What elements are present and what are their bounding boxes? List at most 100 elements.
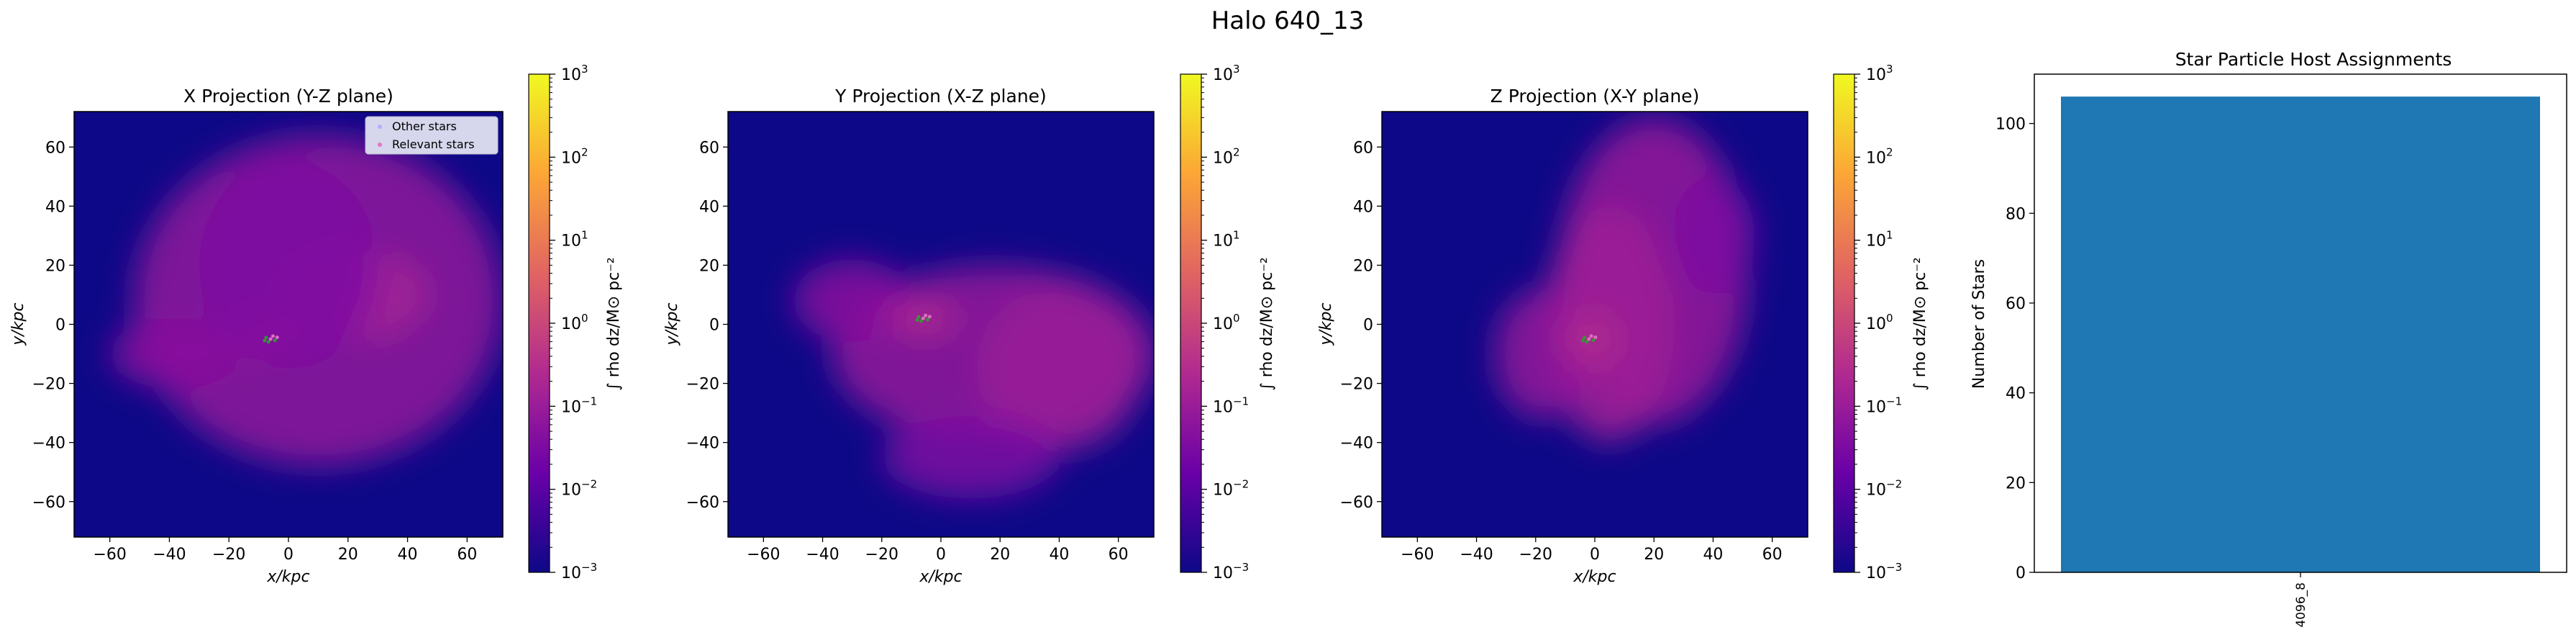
density-blob — [881, 415, 1060, 499]
x-tick-label: 0 — [283, 546, 293, 564]
x-tick-label: 20 — [1644, 546, 1664, 564]
colorbar-tick-label: 101 — [1213, 229, 1240, 251]
y-tick-label: −20 — [32, 376, 65, 394]
y-tick-label: 60 — [699, 139, 719, 157]
y-tick-label: −40 — [1340, 435, 1373, 453]
colorbar-tick-label: 10−2 — [1866, 478, 1902, 500]
x-tick-label: 40 — [1049, 546, 1069, 564]
colorbar-tick-label: 100 — [1213, 312, 1240, 333]
colorbar-ticks: 10−3 10−2 10−1 100 101 102 103 — [1201, 63, 1249, 582]
star-marker — [924, 313, 928, 317]
density-blob — [1494, 289, 1589, 419]
y-tick-label: 40 — [45, 198, 65, 216]
x-tick-label: −60 — [1401, 546, 1434, 564]
y-tick-label: 60 — [2006, 295, 2026, 313]
panel-y-projection: Y Projection (X-Z plane) −60 −40 −20 0 20 40 6… — [663, 86, 1155, 586]
legend-label-relevant: Relevant stars — [392, 138, 475, 151]
star-marker — [919, 319, 923, 323]
y-tick-label: −40 — [686, 435, 719, 453]
legend-label-other: Other stars — [392, 120, 457, 133]
y-tick-label: −60 — [32, 494, 65, 512]
x-tick-label: −60 — [747, 546, 780, 564]
star-marker — [915, 317, 919, 322]
star-markers — [263, 334, 279, 344]
x-axis-label: x/kpc — [1573, 568, 1616, 586]
panel-z-projection: Z Projection (X-Y plane) −60 −40 −20 0 20 40 6… — [1317, 86, 1808, 586]
star-marker — [1587, 337, 1591, 341]
y-axis-ticks: −60 −40 −20 0 20 40 60 — [686, 139, 728, 512]
colorbar-label: ∫ rho dz/M⊙ pc⁻² — [605, 257, 623, 390]
y-axis-ticks: −60 −40 −20 0 20 40 60 — [1340, 139, 1382, 512]
colorbar-tick-label: 103 — [1866, 63, 1893, 84]
colorbar-tick-label: 103 — [561, 63, 588, 84]
density-blobs — [1494, 117, 1754, 443]
colorbar-tick-label: 103 — [1213, 63, 1240, 84]
y-tick-label: 40 — [699, 198, 719, 216]
y-tick-label: 60 — [45, 139, 65, 157]
colorbar-gradient — [1180, 73, 1202, 573]
y-axis-label: y/kpc — [663, 302, 681, 346]
star-marker — [1585, 340, 1589, 344]
colorbar-tick-label: 10−1 — [1866, 395, 1902, 416]
x-tick-label: −40 — [153, 546, 186, 564]
legend-box — [365, 116, 499, 155]
density-blobs — [793, 259, 1154, 499]
star-marker — [266, 340, 270, 344]
star-marker — [270, 334, 275, 338]
y-tick-label: 60 — [1353, 139, 1373, 157]
colorbar-tick-label: 10−3 — [1866, 561, 1902, 582]
y-tick-label: −60 — [686, 494, 719, 512]
x-tick-label: −20 — [212, 546, 245, 564]
colorbar-tick-label: 100 — [561, 312, 588, 333]
y-tick-label: 0 — [1363, 317, 1373, 335]
x-axis-ticks: −60 −40 −20 0 20 40 60 — [93, 537, 477, 564]
density-blob — [976, 286, 1142, 451]
colorbar-gradient — [528, 73, 550, 573]
x-axis-label: x/kpc — [266, 568, 309, 586]
star-marker — [926, 317, 929, 322]
colorbar-tick-label: 102 — [1213, 145, 1240, 167]
x-tick-label: −40 — [806, 546, 839, 564]
star-marker — [275, 335, 279, 340]
legend-marker-relevant — [378, 143, 382, 147]
y-tick-label: 100 — [1995, 116, 2026, 134]
x-axis-ticks: 4096_8 — [2294, 572, 2308, 628]
y-axis-ticks: 0 20 40 60 80 100 — [1995, 116, 2034, 582]
colorbar-tick-label: 10−3 — [1213, 561, 1249, 582]
x-tick-label: 20 — [338, 546, 358, 564]
density-blob — [1671, 176, 1754, 295]
y-axis-label: Number of Stars — [1970, 259, 1988, 389]
y-tick-label: −40 — [32, 435, 65, 453]
star-marker — [264, 335, 268, 340]
colorbar-ticks: 10−3 10−2 10−1 100 101 102 103 — [550, 63, 597, 582]
x-tick-label: 4096_8 — [2294, 582, 2308, 628]
star-marker — [916, 315, 921, 319]
star-marker — [1593, 335, 1598, 340]
colorbar-tick-label: 10−1 — [1213, 395, 1249, 416]
y-axis-label: y/kpc — [1317, 302, 1335, 346]
star-marker — [263, 338, 267, 343]
bars — [2061, 96, 2540, 573]
x-tick-label: −40 — [1460, 546, 1493, 564]
x-tick-label: 60 — [1109, 546, 1129, 564]
star-marker — [921, 316, 925, 320]
x-tick-label: 40 — [398, 546, 418, 564]
y-tick-label: 0 — [709, 317, 719, 335]
y-tick-label: 80 — [2006, 205, 2026, 223]
colorbar-tick-label: 101 — [1866, 229, 1893, 251]
density-blob — [793, 259, 911, 343]
colorbar-tick-label: 10−2 — [1213, 478, 1249, 500]
y-tick-label: −60 — [1340, 494, 1373, 512]
x-tick-label: 60 — [1762, 546, 1783, 564]
star-marker — [273, 338, 277, 343]
x-tick-label: −20 — [865, 546, 898, 564]
colorbar-tick-label: 10−3 — [561, 561, 597, 582]
star-marker — [1591, 338, 1596, 343]
x-tick-label: −60 — [93, 546, 126, 564]
bar — [2061, 96, 2540, 573]
star-marker — [1583, 335, 1587, 340]
y-axis-label: y/kpc — [9, 302, 27, 346]
y-axis-ticks: −60 −40 −20 0 20 40 60 — [32, 139, 74, 512]
star-marker — [268, 337, 273, 341]
